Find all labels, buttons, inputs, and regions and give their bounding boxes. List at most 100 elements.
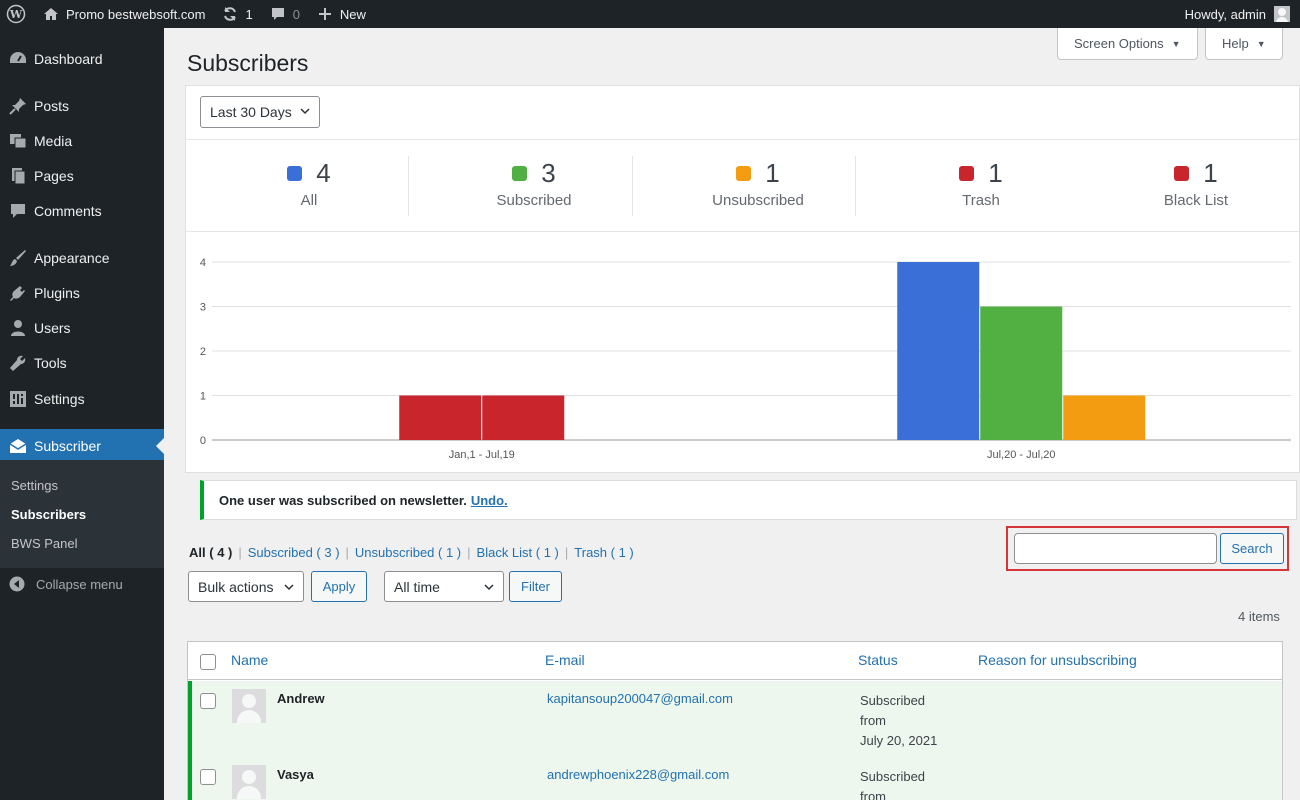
stat-divider xyxy=(632,156,633,216)
sidebar-item-posts[interactable]: Posts xyxy=(0,89,164,123)
filter-button[interactable]: Filter xyxy=(509,571,562,602)
apply-button[interactable]: Apply xyxy=(311,571,367,602)
subscribers-table: Name E-mail Status Reason for unsubscrib… xyxy=(187,641,1283,800)
chevron-down-icon xyxy=(300,108,310,115)
wordpress-logo[interactable]: W xyxy=(0,0,34,28)
svg-text:W: W xyxy=(9,8,23,21)
site-name-link[interactable]: Promo bestwebsoft.com xyxy=(34,0,213,28)
comments-link[interactable]: 0 xyxy=(261,0,308,28)
comments-count: 0 xyxy=(292,6,300,22)
chart-bar xyxy=(399,395,482,440)
sidebar-item-tools[interactable]: Tools xyxy=(0,346,164,380)
row-checkbox[interactable] xyxy=(200,693,216,709)
new-label: New xyxy=(339,6,366,22)
stat-divider xyxy=(855,156,856,216)
column-email[interactable]: E-mail xyxy=(545,652,585,668)
sidebar-item-label: Comments xyxy=(34,203,102,219)
stat-subscribed: 3 Subscribed xyxy=(449,156,619,216)
admin-menu: Dashboard Posts Media Pages Comments App… xyxy=(0,28,164,800)
wordpress-icon: W xyxy=(6,4,26,24)
filter-unsubscribed[interactable]: Unsubscribed ( 1 ) xyxy=(354,545,462,560)
search-button[interactable]: Search xyxy=(1220,533,1284,564)
legend-color xyxy=(959,165,975,181)
help-button[interactable]: Help ▼ xyxy=(1205,28,1283,60)
sidebar-item-pages[interactable]: Pages xyxy=(0,159,164,193)
sidebar-item-plugins[interactable]: Plugins xyxy=(0,276,164,310)
stat-all: 4 All xyxy=(254,156,364,216)
legend-color xyxy=(287,165,303,181)
legend-color xyxy=(512,165,528,181)
sidebar-item-dashboard[interactable]: Dashboard xyxy=(0,42,164,76)
pages-icon xyxy=(8,166,28,186)
items-count: 4 items xyxy=(1238,609,1280,624)
filter-black-list[interactable]: Black List ( 1 ) xyxy=(476,545,559,560)
filter-all-count: ( 4 ) xyxy=(209,545,233,560)
media-icon xyxy=(8,131,28,151)
subscriber-name[interactable]: Andrew xyxy=(277,691,325,706)
column-status[interactable]: Status xyxy=(858,652,898,668)
stat-unsubscribed: 1 Unsubscribed xyxy=(673,156,843,216)
subscriber-email[interactable]: kapitansoup200047@gmail.com xyxy=(547,691,733,706)
submenu-item-settings[interactable]: Settings xyxy=(11,478,58,493)
filter-subscribed[interactable]: Subscribed ( 3 ) xyxy=(247,545,340,560)
brush-icon xyxy=(8,248,28,268)
select-all-checkbox[interactable] xyxy=(200,654,216,670)
date-range-value: Last 30 Days xyxy=(210,104,292,120)
wrench-icon xyxy=(8,353,28,373)
subscriber-email[interactable]: andrewphoenix228@gmail.com xyxy=(547,767,730,782)
stat-count: 1 xyxy=(765,157,780,188)
sidebar-item-label: Plugins xyxy=(34,285,80,301)
sidebar-item-users[interactable]: Users xyxy=(0,311,164,345)
column-reason[interactable]: Reason for unsubscribing xyxy=(978,652,1137,668)
sidebar-item-settings[interactable]: Settings xyxy=(0,382,164,416)
submenu-item-bws-panel[interactable]: BWS Panel xyxy=(11,536,78,551)
comment-icon xyxy=(8,201,28,221)
subscribers-bar-chart: 0 1 2 3 4 Jan,1 - Jul,19 Jul,20 - Jul,20 xyxy=(200,257,1291,461)
sidebar-item-appearance[interactable]: Appearance xyxy=(0,241,164,275)
sidebar-item-comments[interactable]: Comments xyxy=(0,194,164,228)
my-account[interactable]: Howdy, admin xyxy=(1177,0,1300,28)
collapse-menu-button[interactable]: Collapse menu xyxy=(8,575,123,593)
y-tick-label: 0 xyxy=(200,435,206,447)
date-range-select[interactable]: Last 30 Days xyxy=(200,96,320,128)
column-name[interactable]: Name xyxy=(231,652,269,668)
home-icon xyxy=(42,5,60,23)
time-filter-select[interactable]: All time xyxy=(384,571,504,602)
screen-options-button[interactable]: Screen Options ▼ xyxy=(1057,28,1198,60)
settings-icon xyxy=(8,389,28,409)
filter-trash[interactable]: Trash ( 1 ) xyxy=(574,545,634,560)
status-line: from xyxy=(860,789,886,800)
table-header: Name E-mail Status Reason for unsubscrib… xyxy=(188,642,1282,680)
subscriber-name[interactable]: Vasya xyxy=(277,767,314,782)
table-row: Vasya andrewphoenix228@gmail.com Subscri… xyxy=(188,757,1282,800)
submenu-item-subscribers[interactable]: Subscribers xyxy=(11,507,87,522)
avatar xyxy=(232,689,266,723)
status-line: from xyxy=(860,713,886,728)
updates-link[interactable]: 1 xyxy=(213,0,260,28)
subscriber-status: Subscribed from xyxy=(860,767,925,800)
status-line: Subscribed xyxy=(860,693,926,708)
collapse-icon xyxy=(8,575,26,593)
chart-bar xyxy=(482,395,565,440)
search-input[interactable] xyxy=(1014,533,1217,564)
refresh-icon xyxy=(221,5,239,23)
undo-link[interactable]: Undo. xyxy=(470,492,508,508)
sidebar-item-media[interactable]: Media xyxy=(0,124,164,158)
separator: | xyxy=(345,545,349,560)
stat-black-list: 1 Black List xyxy=(1121,156,1271,216)
filter-all[interactable]: All ( 4 ) xyxy=(189,545,232,560)
stat-label: All xyxy=(300,192,318,209)
panel-divider xyxy=(186,139,1299,140)
chart-bar xyxy=(897,262,980,440)
caret-down-icon: ▼ xyxy=(1171,38,1181,49)
sidebar-item-label: Pages xyxy=(34,168,74,184)
sidebar-item-subscriber[interactable]: Subscriber xyxy=(0,429,164,463)
subscriber-status: Subscribed from July 20, 2021 xyxy=(860,691,937,751)
y-tick-label: 4 xyxy=(200,257,206,269)
bulk-actions-select[interactable]: Bulk actions xyxy=(188,571,304,602)
status-filter-links: All ( 4 ) | Subscribed ( 3 ) | Unsubscri… xyxy=(189,545,634,560)
new-content-link[interactable]: New xyxy=(308,0,374,28)
avatar xyxy=(232,765,266,799)
stat-count: 1 xyxy=(988,157,1003,188)
row-checkbox[interactable] xyxy=(200,769,216,785)
